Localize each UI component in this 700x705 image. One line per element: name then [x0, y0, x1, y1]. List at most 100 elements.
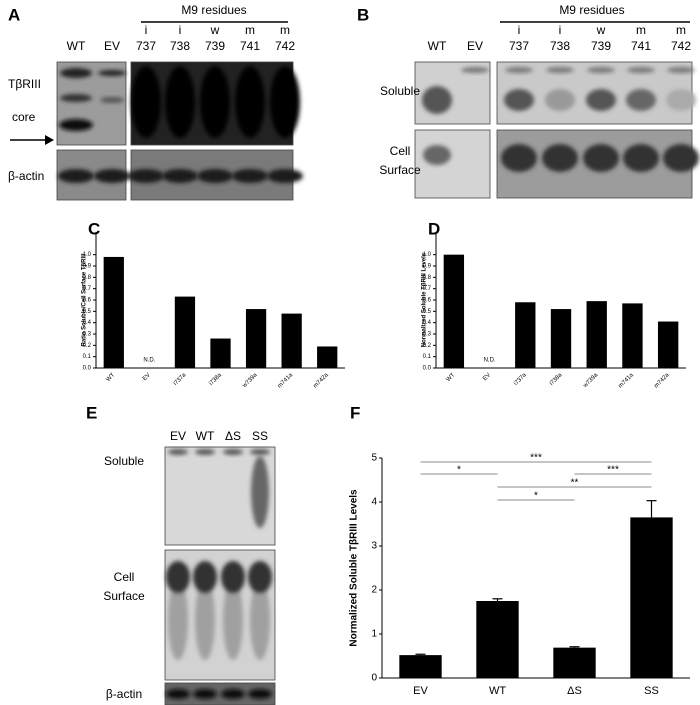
row-label: Cell — [114, 570, 135, 584]
blot-band — [626, 89, 656, 111]
lane-label: 738 — [550, 39, 570, 53]
blot-band — [232, 169, 268, 183]
lane-label: w — [596, 23, 606, 37]
y-tick-label: 0 — [371, 673, 377, 684]
bar — [657, 321, 679, 368]
x-tick-label: m742a — [653, 372, 671, 390]
blot-band — [583, 144, 619, 172]
bar — [245, 309, 267, 368]
significance-label: * — [457, 465, 461, 476]
x-tick-label: WT — [446, 372, 457, 383]
significance-label: *** — [607, 465, 619, 476]
lane-label: 741 — [240, 39, 260, 53]
blot-band — [623, 144, 659, 172]
lane-label: m — [636, 23, 646, 37]
blot-band — [221, 689, 245, 699]
bar — [174, 296, 196, 368]
blot-band — [542, 144, 578, 172]
bar — [317, 346, 338, 368]
x-tick-label: i738a — [549, 372, 564, 387]
lane-label: EV — [170, 429, 186, 443]
blot-band — [223, 449, 243, 455]
blot-band — [235, 66, 265, 138]
arrow-head — [45, 135, 54, 145]
panel-header: M9 residues — [559, 3, 624, 17]
x-tick-label: ΔS — [567, 685, 582, 697]
blot-band — [501, 144, 537, 172]
x-tick-label: SS — [644, 685, 659, 697]
lane-label: i — [179, 23, 182, 37]
y-tick-label: 0.7 — [423, 286, 432, 292]
blot-band — [267, 169, 303, 183]
y-tick-label: 0.1 — [423, 354, 432, 360]
blot-band — [165, 66, 195, 138]
bar — [476, 601, 519, 678]
blot-band — [667, 67, 695, 73]
blot-band — [59, 119, 93, 131]
x-tick-label: m741a — [618, 372, 636, 390]
y-tick-label: 0.8 — [83, 275, 92, 281]
y-tick-label: 0.0 — [423, 366, 432, 372]
row-label: Cell — [390, 144, 411, 158]
panel-letter: D — [428, 219, 440, 238]
blot-band — [422, 86, 452, 114]
blot-band — [461, 67, 489, 73]
lane-label: i — [145, 23, 148, 37]
x-tick-label: i738a — [208, 372, 223, 387]
blot-band — [251, 456, 269, 528]
bar — [399, 655, 442, 678]
blot-band — [221, 561, 245, 593]
lane-label: m — [245, 23, 255, 37]
row-label: Soluble — [380, 84, 420, 98]
bar — [515, 302, 536, 368]
blot-band — [248, 561, 272, 593]
lane-label: m — [676, 23, 686, 37]
y-tick-label: 0.4 — [423, 320, 432, 326]
lane-label: i — [518, 23, 521, 37]
x-tick-label: WT — [489, 685, 506, 697]
blot-band — [504, 89, 534, 111]
y-tick-label: 1 — [371, 629, 377, 640]
bar — [103, 256, 124, 368]
lane-label: 741 — [631, 39, 651, 53]
x-tick-label: EV — [142, 372, 152, 382]
blot-band — [270, 66, 300, 138]
blot-band — [505, 67, 533, 73]
blot-band — [200, 66, 230, 138]
y-axis-label: Normalized Soluble TβRIII Levels — [349, 489, 360, 647]
y-tick-label: 0.6 — [423, 298, 432, 304]
significance-label: * — [534, 491, 538, 502]
blot-band — [546, 67, 574, 73]
blot-band — [128, 169, 164, 183]
y-tick-label: 0.9 — [83, 264, 92, 270]
lane-label: SS — [252, 429, 268, 443]
x-tick-label: i737a — [173, 372, 188, 387]
y-tick-label: 5 — [371, 453, 377, 464]
significance-label: *** — [530, 453, 542, 464]
bar — [443, 254, 465, 368]
panel-letter: B — [357, 5, 369, 24]
bar — [586, 301, 607, 368]
x-tick-label: m741a — [277, 372, 295, 390]
y-tick-label: 0.3 — [423, 332, 432, 338]
y-tick-label: 0.7 — [83, 286, 92, 292]
x-tick-label: i737a — [513, 372, 528, 387]
lane-label: w — [210, 23, 220, 37]
lane-label: WT — [67, 39, 86, 53]
blot-band — [250, 449, 270, 455]
blot-band — [197, 169, 233, 183]
blot-band — [250, 580, 270, 660]
lane-label: WT — [428, 39, 447, 53]
y-tick-label: 3 — [371, 541, 377, 552]
y-tick-label: 0.4 — [83, 320, 92, 326]
y-tick-label: 1.0 — [83, 252, 92, 258]
lane-label: 738 — [170, 39, 190, 53]
y-axis-label: Ratio Soluble/Cell Surface TβRIII — [82, 253, 88, 346]
y-tick-label: 0.2 — [83, 343, 92, 349]
blot-band — [423, 145, 451, 165]
blot-band — [98, 70, 126, 76]
blot-band — [195, 580, 215, 660]
row-label: Surface — [379, 163, 421, 177]
panel-letter: E — [86, 403, 97, 422]
x-tick-label: EV — [413, 685, 428, 697]
